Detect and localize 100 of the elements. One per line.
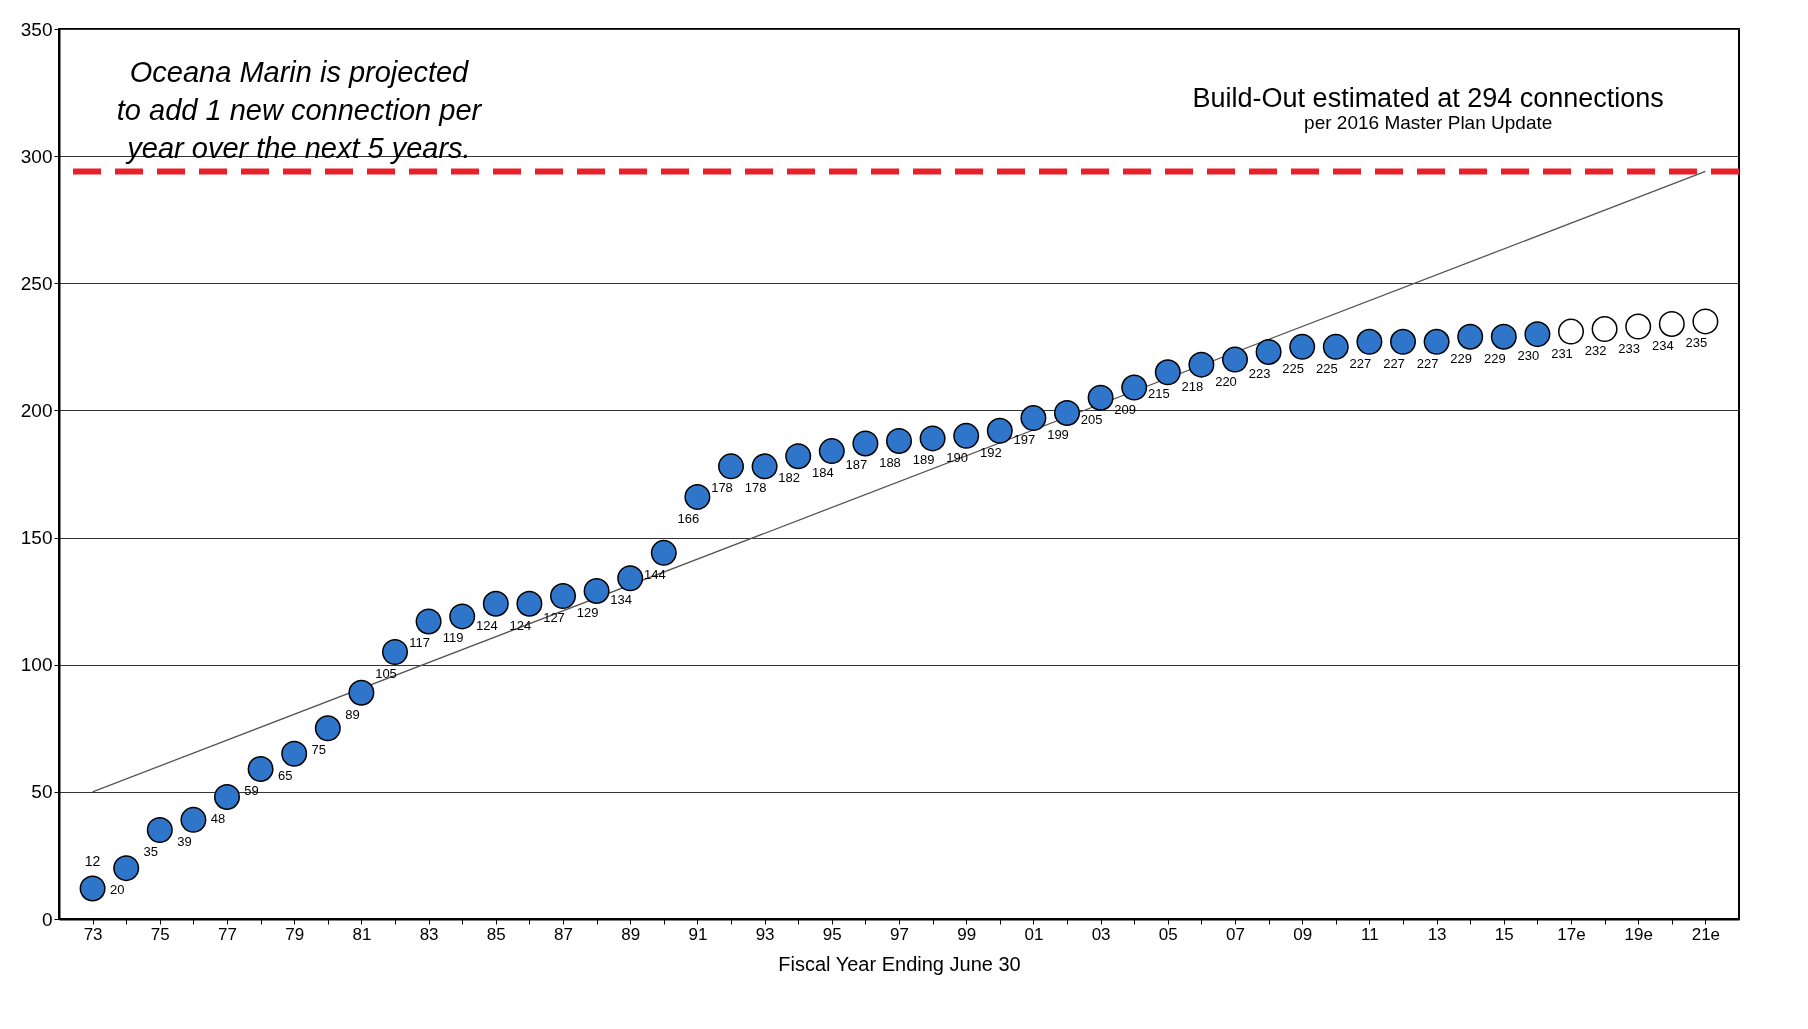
point — [1390, 328, 1416, 355]
x-tick-label: 21e — [1691, 924, 1721, 944]
y-tick-label: 100 — [20, 654, 53, 676]
data-label: 199 — [1047, 426, 1069, 442]
x-tick-label: 03 — [1091, 924, 1111, 944]
data-label: 231 — [1551, 345, 1573, 361]
annotation: Oceana Marin is projected to add 1 new connection per year over the next 5 years. — [116, 56, 483, 164]
point — [919, 425, 946, 452]
y-tick-label: 300 — [20, 145, 53, 167]
data-label: 12 — [84, 853, 101, 870]
data-label: 65 — [277, 767, 293, 783]
data-label: 119 — [442, 630, 464, 646]
data-label: 225 — [1315, 360, 1338, 376]
y-tick-label: 350 — [20, 18, 53, 40]
data-label: 89 — [345, 706, 360, 722]
x-axis-title: Fiscal Year Ending June 30 — [778, 952, 1021, 975]
point — [1154, 359, 1181, 386]
x-tick-label: 87 — [554, 924, 573, 944]
data-label: 227 — [1383, 355, 1405, 371]
point — [751, 453, 778, 480]
point — [180, 806, 207, 833]
x-tick-label: 75 — [150, 924, 170, 944]
point — [1020, 405, 1047, 432]
point — [1356, 328, 1383, 355]
data-label: 129 — [576, 604, 599, 620]
data-label: 188 — [879, 454, 901, 470]
data-label: 134 — [610, 592, 633, 608]
point — [650, 539, 677, 566]
y-tick-label: 150 — [20, 527, 53, 549]
y-tick-label: 250 — [20, 272, 53, 294]
annotation: per 2016 Master Plan Update — [1304, 112, 1553, 134]
data-label: 227 — [1349, 355, 1372, 371]
data-label: 187 — [845, 457, 868, 473]
point — [1322, 333, 1349, 360]
point — [1658, 311, 1685, 337]
data-label: 166 — [677, 510, 700, 526]
data-label: 227 — [1416, 355, 1439, 371]
data-label: 105 — [375, 666, 397, 681]
data-label: 48 — [210, 810, 226, 826]
x-tick-label: 85 — [486, 924, 506, 944]
data-label: 20 — [109, 882, 125, 898]
point — [449, 603, 476, 630]
x-tick-label: 19e — [1624, 924, 1653, 944]
point — [1054, 400, 1080, 426]
data-label: 215 — [1147, 386, 1170, 402]
point — [550, 583, 576, 610]
point — [1625, 313, 1652, 340]
data-label: 124 — [475, 617, 498, 633]
point — [113, 855, 140, 882]
y-tick-label: 50 — [31, 781, 53, 803]
point — [482, 590, 509, 617]
point — [1222, 346, 1248, 373]
point — [1490, 323, 1517, 350]
x-tick-label: 83 — [419, 924, 439, 944]
data-label: 235 — [1685, 335, 1708, 351]
x-tick-label: 79 — [285, 924, 305, 944]
point — [617, 565, 644, 592]
data-label: 205 — [1080, 411, 1103, 427]
data-label: 184 — [811, 465, 834, 481]
point — [1188, 351, 1215, 378]
point — [986, 417, 1013, 444]
data-label: 190 — [946, 449, 969, 465]
x-tick-label: 73 — [83, 924, 103, 944]
data-label: 230 — [1517, 348, 1540, 364]
data-label: 75 — [311, 742, 327, 758]
point — [415, 608, 442, 635]
point — [1121, 374, 1148, 401]
point — [214, 783, 240, 810]
data-label: 127 — [543, 610, 565, 626]
data-label: 232 — [1584, 343, 1607, 359]
x-tick-label: 15 — [1494, 924, 1514, 944]
point — [382, 639, 408, 665]
x-tick-label: 11 — [1361, 924, 1379, 944]
point — [1255, 338, 1282, 365]
x-tick-label: 07 — [1226, 924, 1245, 944]
x-tick-label: 01 — [1024, 924, 1044, 944]
point — [1457, 323, 1484, 350]
point — [1423, 328, 1450, 355]
ref-line-label: Build-Out estimated at 294 connections — [1192, 83, 1664, 114]
x-tick-label: 77 — [218, 924, 237, 944]
point — [146, 817, 173, 843]
x-tick-label: 95 — [822, 924, 842, 944]
data-label: 197 — [1013, 432, 1036, 448]
data-label: 223 — [1248, 365, 1271, 381]
data-label: 178 — [744, 480, 767, 496]
x-tick-label: 05 — [1158, 924, 1178, 944]
point — [1087, 384, 1114, 411]
data-label: 220 — [1215, 373, 1237, 389]
data-label: 189 — [912, 452, 935, 468]
x-tick-label: 09 — [1293, 924, 1313, 944]
x-tick-label: 99 — [957, 924, 977, 944]
x-tick-label: 17e — [1557, 924, 1586, 944]
point — [1558, 318, 1584, 345]
point — [785, 443, 812, 470]
data-label: 192 — [979, 444, 1002, 460]
point — [247, 756, 274, 782]
point — [1289, 333, 1316, 360]
point — [1591, 316, 1618, 343]
point — [281, 740, 308, 767]
x-tick-label: 97 — [890, 924, 909, 944]
